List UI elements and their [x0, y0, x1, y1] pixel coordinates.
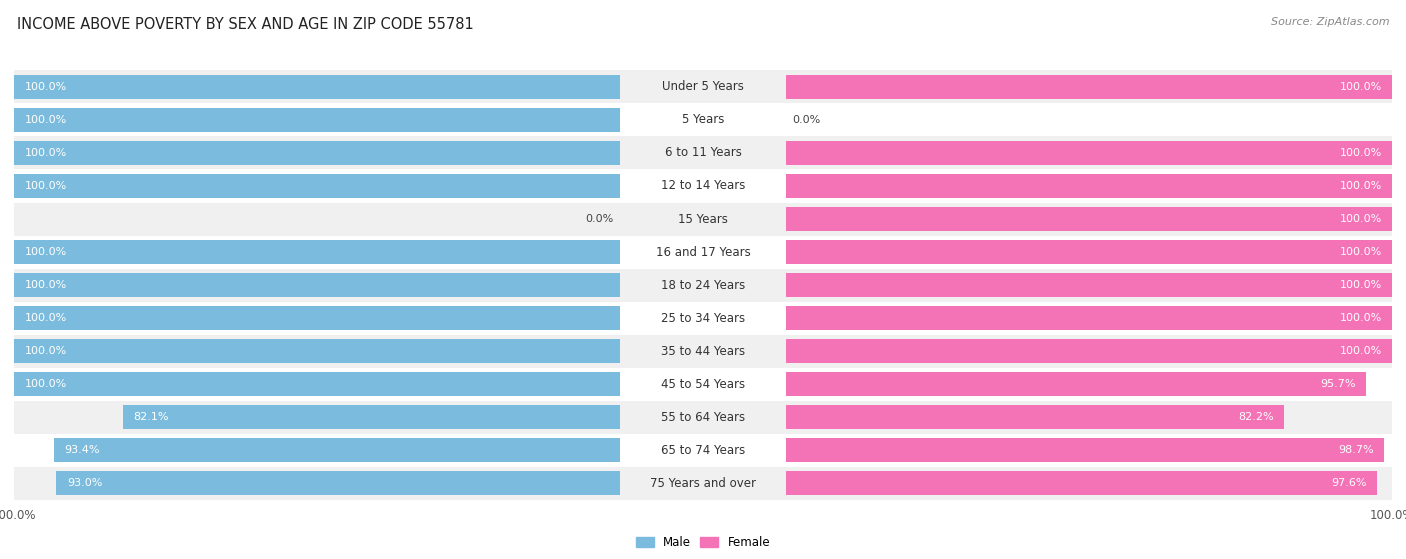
Bar — [786, 174, 1392, 198]
Text: Source: ZipAtlas.com: Source: ZipAtlas.com — [1271, 17, 1389, 27]
Bar — [786, 306, 1392, 330]
Bar — [786, 240, 1392, 264]
Text: Under 5 Years: Under 5 Years — [662, 80, 744, 93]
Text: 75 Years and over: 75 Years and over — [650, 477, 756, 490]
Bar — [14, 335, 1392, 368]
Bar — [14, 174, 620, 198]
Text: 100.0%: 100.0% — [1340, 313, 1382, 323]
Text: 5 Years: 5 Years — [682, 113, 724, 126]
Bar — [786, 405, 1284, 429]
Bar — [14, 141, 620, 165]
Text: 45 to 54 Years: 45 to 54 Years — [661, 378, 745, 391]
Bar — [56, 471, 620, 495]
Text: 100.0%: 100.0% — [1340, 214, 1382, 224]
Text: 100.0%: 100.0% — [24, 148, 66, 158]
Text: 12 to 14 Years: 12 to 14 Years — [661, 179, 745, 192]
Bar — [14, 169, 1392, 202]
Text: 82.2%: 82.2% — [1239, 412, 1274, 422]
Bar — [14, 302, 1392, 335]
Text: INCOME ABOVE POVERTY BY SEX AND AGE IN ZIP CODE 55781: INCOME ABOVE POVERTY BY SEX AND AGE IN Z… — [17, 17, 474, 32]
Text: 15 Years: 15 Years — [678, 212, 728, 225]
Text: 100.0%: 100.0% — [24, 247, 66, 257]
Text: 16 and 17 Years: 16 and 17 Years — [655, 245, 751, 259]
Text: 100.0%: 100.0% — [1340, 280, 1382, 290]
Bar — [786, 141, 1392, 165]
Bar — [786, 207, 1392, 231]
Text: 100.0%: 100.0% — [24, 313, 66, 323]
Bar — [14, 467, 1392, 500]
Bar — [14, 108, 620, 132]
Bar — [786, 438, 1384, 462]
Text: 100.0%: 100.0% — [1340, 346, 1382, 356]
Text: 100.0%: 100.0% — [24, 115, 66, 125]
Text: 100.0%: 100.0% — [24, 346, 66, 356]
Bar — [14, 70, 1392, 103]
Bar — [786, 273, 1392, 297]
Text: 93.4%: 93.4% — [65, 446, 100, 455]
Bar — [786, 471, 1378, 495]
Legend: Male, Female: Male, Female — [631, 532, 775, 554]
Bar — [786, 75, 1392, 99]
Text: 100.0%: 100.0% — [24, 280, 66, 290]
Bar — [14, 372, 620, 396]
Text: 98.7%: 98.7% — [1339, 446, 1374, 455]
Text: 100.0%: 100.0% — [1340, 247, 1382, 257]
Text: 25 to 34 Years: 25 to 34 Years — [661, 311, 745, 325]
Text: 100.0%: 100.0% — [1340, 181, 1382, 191]
Bar — [14, 202, 1392, 235]
Text: 65 to 74 Years: 65 to 74 Years — [661, 444, 745, 457]
Bar — [53, 438, 620, 462]
Bar — [14, 368, 1392, 401]
Bar — [786, 339, 1392, 363]
Text: 55 to 64 Years: 55 to 64 Years — [661, 411, 745, 424]
Bar — [14, 75, 620, 99]
Bar — [14, 136, 1392, 169]
Bar — [14, 235, 1392, 268]
Bar — [14, 339, 620, 363]
Bar — [14, 306, 620, 330]
Bar — [14, 240, 620, 264]
Bar — [14, 103, 1392, 136]
Text: 6 to 11 Years: 6 to 11 Years — [665, 146, 741, 159]
Text: 82.1%: 82.1% — [134, 412, 169, 422]
Bar — [14, 401, 1392, 434]
Text: 35 to 44 Years: 35 to 44 Years — [661, 345, 745, 358]
Text: 97.6%: 97.6% — [1331, 479, 1367, 488]
Bar — [14, 273, 620, 297]
Text: 18 to 24 Years: 18 to 24 Years — [661, 278, 745, 292]
Bar — [122, 405, 620, 429]
Text: 100.0%: 100.0% — [1340, 148, 1382, 158]
Text: 95.7%: 95.7% — [1320, 379, 1355, 389]
Text: 100.0%: 100.0% — [1340, 82, 1382, 92]
Text: 0.0%: 0.0% — [585, 214, 613, 224]
Text: 0.0%: 0.0% — [793, 115, 821, 125]
Text: 93.0%: 93.0% — [67, 479, 103, 488]
Bar — [14, 268, 1392, 302]
Text: 100.0%: 100.0% — [24, 82, 66, 92]
Bar — [14, 434, 1392, 467]
Text: 100.0%: 100.0% — [24, 379, 66, 389]
Text: 100.0%: 100.0% — [24, 181, 66, 191]
Bar — [786, 372, 1365, 396]
